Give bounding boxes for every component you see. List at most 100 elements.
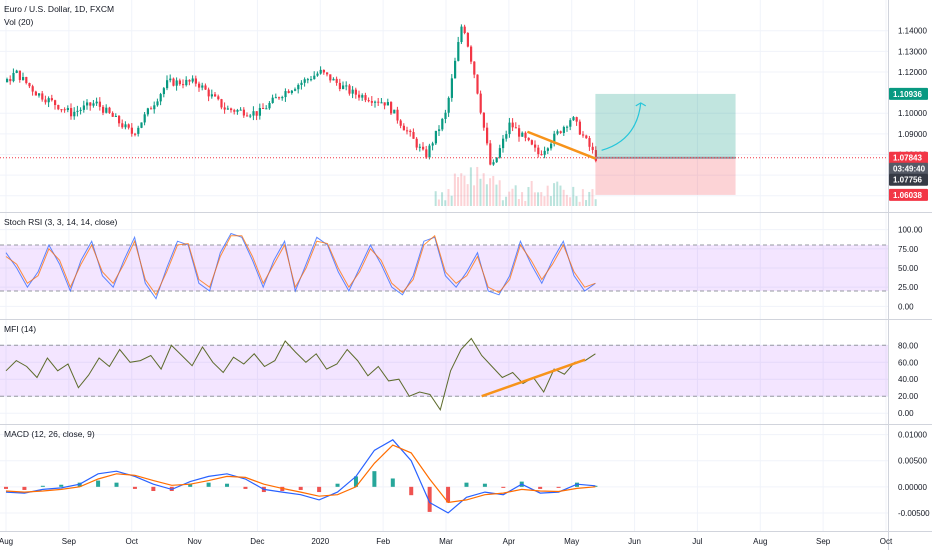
candle-body [409,130,412,133]
candle-body [505,134,508,139]
macd-histogram-bar [335,483,340,487]
candle-body [367,100,370,102]
candle-body [415,138,418,148]
chart-title: Euro / U.S. Dollar, 1D, FXCM [4,4,114,14]
macd-histogram-bar [372,471,377,487]
volume-bar [463,175,466,206]
candle-body [482,112,485,128]
candle-body [370,101,373,103]
candle-body [127,124,130,128]
candle-body [454,60,457,79]
macd-histogram-bar [59,484,64,487]
volume-bar [489,178,492,206]
candle-body [262,107,265,109]
candle-body [111,112,114,117]
volume-bar [476,166,479,206]
candle-body [460,26,463,43]
stoch-tick-label: 100.00 [898,226,923,235]
volume-bar [578,201,581,206]
candle-body [399,120,402,126]
candle-body [271,97,274,103]
candle-body [236,110,239,112]
candle-body [418,146,421,148]
macd-histogram-bar [538,486,543,489]
macd-pane[interactable] [0,425,888,531]
candle-body [402,125,405,131]
candle-body [41,93,44,100]
candle-body [319,69,322,74]
candle-body [425,149,428,158]
mfi-pane[interactable] [0,320,888,424]
macd-histogram-bar [243,486,248,489]
candle-body [265,108,268,110]
candle-body [153,105,156,110]
candle-body [274,97,277,99]
x-tick-label: 2020 [311,537,329,546]
candle-body [543,150,546,155]
candle-body [31,86,34,92]
candle-body [15,70,18,73]
candle-body [191,78,194,82]
candle-body [185,79,188,86]
candle-body [322,69,325,73]
candle-body [498,148,501,158]
candle-body [57,105,60,110]
macd-histogram-bar [206,482,211,487]
candle-body [118,115,121,124]
volume-bar [581,189,584,206]
macd-histogram-bar [464,482,469,487]
price-series [0,24,888,206]
x-tick-label: Mar [439,537,453,546]
candle-body [521,132,524,137]
candle-body [457,42,460,61]
volume-bar [546,185,549,206]
candle-body [140,122,143,128]
price-tick-label: 1.14000 [898,27,927,36]
macd-histogram-bar [40,485,45,487]
candle-body [146,108,149,115]
candle-body [297,84,300,90]
volume-bar [514,185,517,206]
candle-body [380,102,383,104]
macd-histogram-bar [556,486,561,488]
candle-body [386,102,389,106]
candle-body [137,127,140,134]
volume-bar [485,184,488,206]
candle-body [9,79,12,82]
candle-body [434,130,437,144]
candle-body [431,143,434,146]
volume-bar [444,200,447,206]
candle-body [546,148,549,151]
candle-body [210,94,213,97]
stoch-tick-label: 75.00 [898,245,919,254]
price-badge [889,188,928,201]
volume-bar [594,199,597,206]
candle-body [338,82,341,90]
volume-bar [517,199,520,206]
macd-histogram-bar [114,482,119,487]
candle-body [348,85,351,94]
candle-body [63,109,66,111]
volume-bar [469,167,472,206]
candle-body [537,147,540,155]
candle-body [354,89,357,95]
price-pane[interactable] [0,0,888,212]
candle-body [95,101,98,104]
candle-body [508,122,511,135]
volume-bar [492,175,495,206]
volume-bar [527,187,530,206]
x-tick-label: Feb [376,537,390,546]
profit-zone [595,93,736,158]
volume-label: Vol (20) [4,17,33,27]
candle-body [383,102,386,106]
macd-series [4,439,598,514]
candle-body [175,80,178,86]
candle-body [441,118,444,130]
mfi-tick-label: 40.00 [898,375,919,384]
macd-histogram-bar [482,483,487,487]
candle-body [422,146,425,150]
candle-body [450,78,453,98]
stoch-tick-label: 25.00 [898,283,919,292]
volume-bar [460,173,463,206]
candle-body [284,91,287,98]
